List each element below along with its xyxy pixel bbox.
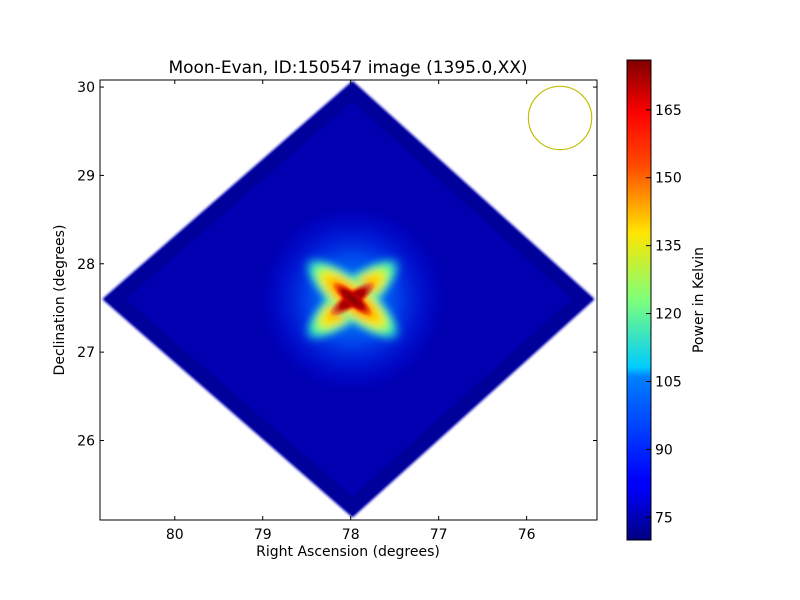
y-axis-label: Declination (degrees) xyxy=(52,225,68,376)
colorbar-tick-label: 135 xyxy=(655,239,682,255)
colorbar-ticks: 75 90 105 120 135 150 165 xyxy=(646,103,682,526)
y-tick-label: 29 xyxy=(77,168,95,184)
x-axis-label: Right Ascension (degrees) xyxy=(256,544,440,560)
footprint-edge-shading xyxy=(104,82,593,516)
colorbar-tick-label: 120 xyxy=(655,307,682,323)
heatmap-image xyxy=(102,81,595,518)
y-tick-label: 26 xyxy=(77,433,95,449)
colorbar-tick-label: 75 xyxy=(655,510,673,526)
y-tick-label: 28 xyxy=(77,257,95,273)
colorbar-tick-label: 105 xyxy=(655,375,682,391)
chart-title: Moon-Evan, ID:150547 image (1395.0,XX) xyxy=(168,58,527,78)
colorbar-tick-label: 150 xyxy=(655,171,682,187)
x-tick-label: 77 xyxy=(430,527,448,543)
colorbar-tick-label: 90 xyxy=(655,442,673,458)
y-axis-ticks: 26 27 28 29 30 xyxy=(77,80,597,449)
x-tick-label: 78 xyxy=(342,527,360,543)
y-tick-label: 27 xyxy=(77,345,95,361)
axes-frame xyxy=(99,79,598,521)
x-tick-label: 80 xyxy=(166,527,184,543)
x-axis-ticks: 80 79 78 77 76 xyxy=(166,80,536,543)
colorbar-label: Power in Kelvin xyxy=(691,247,707,353)
beam-circle-marker xyxy=(527,85,593,151)
source-core xyxy=(331,281,374,317)
colorbar-tick-label: 165 xyxy=(655,103,682,119)
y-tick-label: 30 xyxy=(77,80,95,96)
x-tick-label: 79 xyxy=(254,527,272,543)
colorbar xyxy=(626,59,652,541)
x-tick-label: 76 xyxy=(518,527,536,543)
